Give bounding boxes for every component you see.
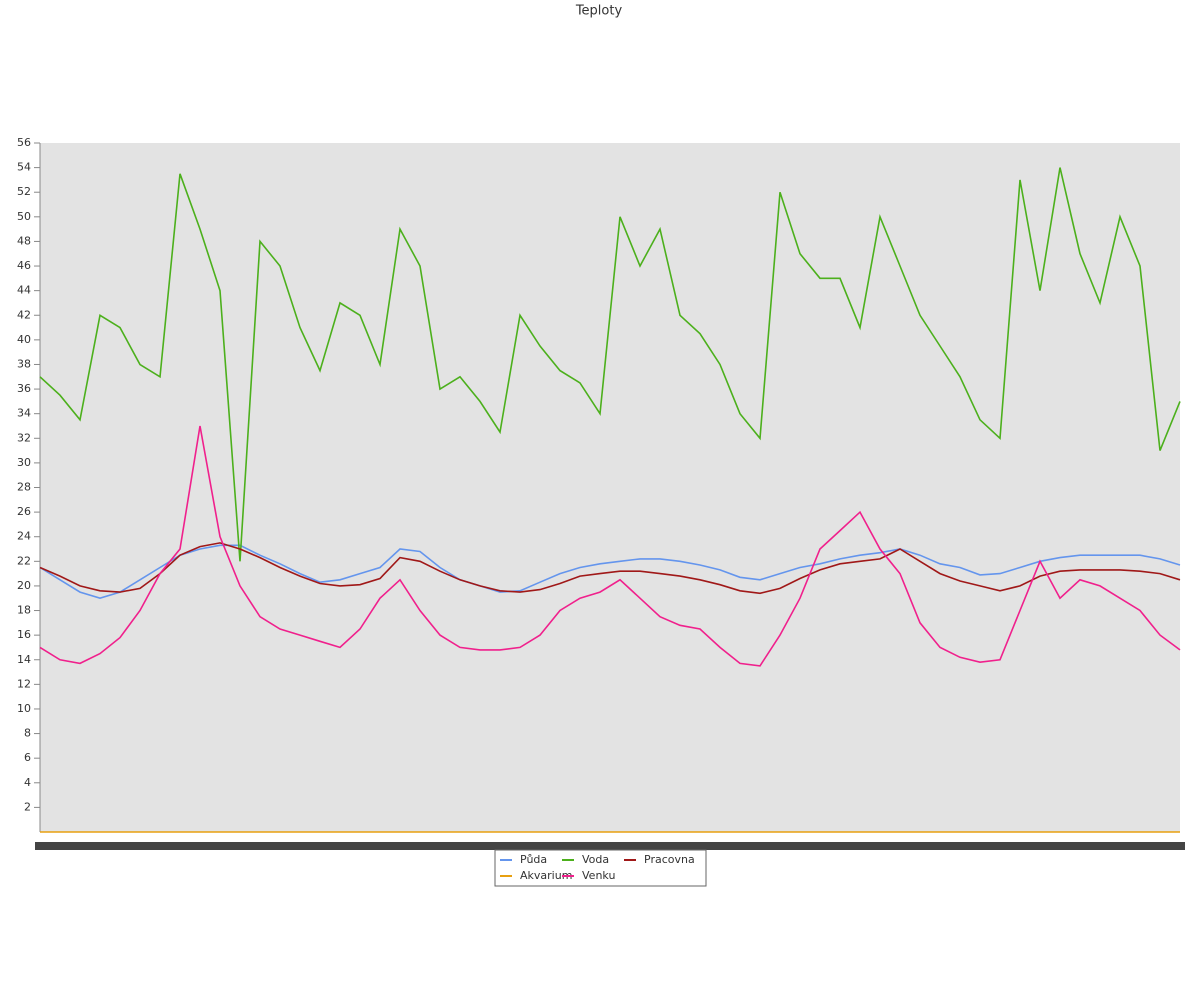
y-tick-label: 20 [17, 579, 31, 592]
y-tick-label: 16 [17, 628, 31, 641]
y-tick-label: 6 [24, 751, 31, 764]
y-tick-label: 46 [17, 259, 31, 272]
legend-label: Pracovna [644, 853, 695, 866]
y-tick-label: 36 [17, 382, 31, 395]
y-tick-label: 38 [17, 357, 31, 370]
y-tick-label: 48 [17, 234, 31, 247]
y-tick-label: 2 [24, 800, 31, 813]
legend-label: Půda [520, 853, 547, 866]
y-tick-label: 50 [17, 210, 31, 223]
y-tick-label: 10 [17, 702, 31, 715]
y-tick-label: 34 [17, 407, 31, 420]
y-tick-label: 24 [17, 530, 31, 543]
series-line [39, 542, 1181, 595]
y-tick-label: 52 [17, 185, 31, 198]
series-line [39, 167, 1181, 562]
y-tick-label: 56 [17, 136, 31, 149]
chart-title: Teploty [575, 4, 623, 19]
y-tick-label: 14 [17, 653, 31, 666]
legend-label: Venku [582, 869, 615, 882]
y-tick-label: 28 [17, 481, 31, 494]
y-tick-label: 42 [17, 308, 31, 321]
legend-label: Akvarium [520, 869, 572, 882]
series-line [39, 425, 1181, 667]
legend-label: Voda [582, 853, 609, 866]
y-tick-label: 12 [17, 677, 31, 690]
y-tick-label: 54 [17, 161, 31, 174]
y-tick-label: 30 [17, 456, 31, 469]
y-tick-label: 32 [17, 431, 31, 444]
y-tick-label: 18 [17, 604, 31, 617]
legend [494, 849, 707, 887]
y-tick-label: 22 [17, 554, 31, 567]
x-axis-label-band [35, 842, 1185, 850]
y-tick-label: 4 [24, 776, 31, 789]
plot-area [40, 143, 1180, 832]
y-tick-label: 26 [17, 505, 31, 518]
y-tick-label: 8 [24, 727, 31, 740]
y-tick-label: 44 [17, 284, 31, 297]
y-tick-label: 40 [17, 333, 31, 346]
